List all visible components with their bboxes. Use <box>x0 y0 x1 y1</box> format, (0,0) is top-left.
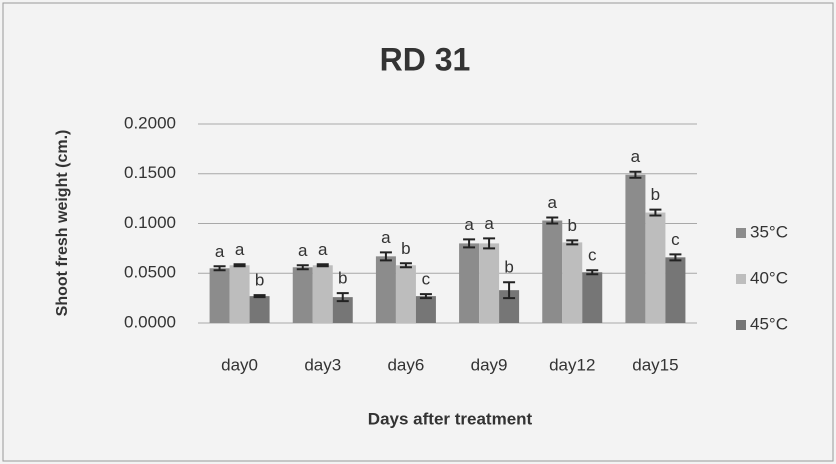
significance-letter: b <box>651 185 660 204</box>
y-axis-label: Shoot fresh weight (cm.) <box>54 130 71 317</box>
legend-label: 40°C <box>750 268 788 287</box>
error-bar <box>483 237 496 250</box>
bar <box>582 272 603 323</box>
y-tick-label: 0.0500 <box>124 263 176 282</box>
bar <box>645 212 666 323</box>
significance-letter: c <box>588 246 597 265</box>
error-bar <box>503 281 516 300</box>
bar <box>292 267 313 323</box>
bar <box>479 243 500 323</box>
significance-letter: b <box>401 239 410 258</box>
x-tick-label: day9 <box>471 355 508 374</box>
significance-letter: a <box>215 242 225 261</box>
significance-letter: b <box>568 216 577 235</box>
legend-swatch <box>736 320 746 330</box>
significance-letter: b <box>338 269 347 288</box>
significance-letter: a <box>464 215 474 234</box>
bar <box>665 257 686 323</box>
significance-letter: a <box>235 240 245 259</box>
bar <box>395 265 416 323</box>
legend-swatch <box>736 274 746 284</box>
y-tick-label: 0.2000 <box>124 113 176 132</box>
significance-letter: a <box>298 241 308 260</box>
error-bar <box>629 170 642 179</box>
significance-letter: a <box>318 240 328 259</box>
bar <box>625 174 646 323</box>
error-bar <box>233 263 246 268</box>
error-bar <box>336 292 349 303</box>
significance-letter: a <box>381 228 391 247</box>
y-tick-label: 0.1000 <box>124 213 176 232</box>
error-bar <box>399 262 412 269</box>
error-bar <box>213 265 226 272</box>
bar <box>415 296 436 323</box>
x-tick-label: day0 <box>221 355 258 374</box>
error-bar <box>463 238 476 249</box>
significance-letter: c <box>422 270 431 289</box>
significance-letter: a <box>631 147 641 166</box>
legend-swatch <box>736 228 746 238</box>
bar <box>375 256 396 323</box>
bar <box>312 265 333 323</box>
significance-letter: a <box>484 214 494 233</box>
x-tick-label: day15 <box>632 355 678 374</box>
error-bar <box>649 208 662 217</box>
significance-letter: b <box>255 271 264 290</box>
error-bar <box>419 293 432 300</box>
bar <box>562 242 583 323</box>
y-tick-label: 0.1500 <box>124 163 176 182</box>
error-bar <box>546 216 559 225</box>
bar <box>209 268 230 323</box>
error-bar <box>379 251 392 262</box>
legend-label: 35°C <box>750 222 788 241</box>
error-bar <box>566 239 579 246</box>
error-bar <box>316 263 329 268</box>
error-bar <box>253 294 266 299</box>
significance-letter: c <box>671 230 680 249</box>
bar <box>249 296 270 323</box>
bar <box>459 243 480 323</box>
error-bar <box>586 269 599 276</box>
significance-letter: a <box>548 193 558 212</box>
legend-label: 45°C <box>750 314 788 333</box>
error-bar <box>669 253 682 262</box>
x-tick-label: day3 <box>304 355 341 374</box>
y-tick-label: 0.0000 <box>124 312 176 331</box>
x-tick-label: day12 <box>549 355 595 374</box>
x-axis-label: Days after treatment <box>368 409 533 428</box>
x-tick-label: day6 <box>387 355 424 374</box>
bar <box>542 220 563 323</box>
bar <box>332 297 353 323</box>
chart-title: RD 31 <box>380 41 471 77</box>
bar <box>229 265 250 323</box>
significance-letter: b <box>504 258 513 277</box>
error-bar <box>296 264 309 271</box>
